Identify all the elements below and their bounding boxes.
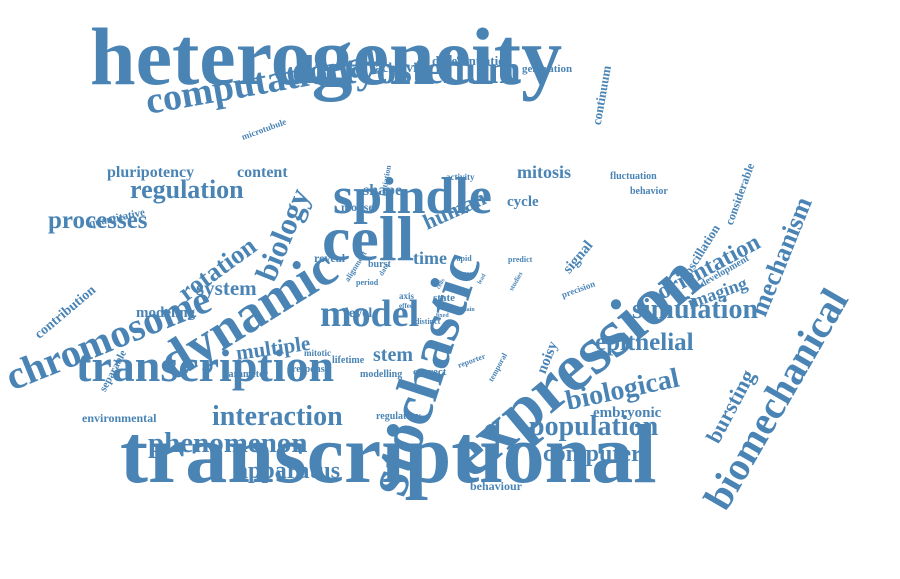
- cloud-word: regulation: [130, 175, 244, 205]
- cloud-word: heterogeneity: [90, 11, 563, 103]
- cloud-word: signal: [560, 237, 597, 277]
- cloud-word: parameter: [223, 369, 268, 380]
- cloud-word: achieving: [375, 60, 432, 76]
- cloud-word: mitotic: [304, 347, 331, 358]
- cloud-word: computer: [543, 440, 642, 467]
- cloud-word: population: [529, 410, 659, 442]
- cloud-word: processes: [48, 207, 148, 234]
- cloud-word: phenomenon: [148, 426, 308, 459]
- cloud-word: dictyostelium: [292, 47, 521, 92]
- cloud-word: modelling: [360, 369, 403, 380]
- cloud-word: effect: [399, 302, 416, 311]
- cloud-word: mitosis: [517, 161, 571, 182]
- cloud-word: fixed: [436, 313, 449, 320]
- cloud-word: microtubule: [240, 116, 288, 142]
- cloud-word: level: [345, 305, 373, 321]
- cloud-word: response: [292, 364, 330, 375]
- cloud-word: cycle: [507, 194, 539, 210]
- cloud-word: behavior: [630, 186, 668, 197]
- cloud-word: system: [196, 276, 257, 301]
- cloud-word: state: [433, 292, 455, 305]
- cloud-word: period: [356, 277, 379, 287]
- cloud-word: considerable: [722, 161, 758, 228]
- cloud-word: interaction: [212, 400, 343, 432]
- cloud-word: fluctuation: [610, 171, 657, 182]
- cloud-word: generation: [522, 63, 573, 76]
- cloud-word: apparatus: [236, 457, 341, 484]
- cloud-word: explain: [456, 307, 475, 314]
- cloud-word: simulation: [632, 293, 759, 325]
- cloud-word: transcriptional: [120, 407, 657, 501]
- cloud-word: spindle: [333, 168, 492, 226]
- cloud-word: time: [413, 247, 447, 268]
- cloud-word: epithelial: [595, 329, 694, 356]
- cloud-word: model: [320, 292, 420, 335]
- cloud-word: predict: [508, 254, 533, 264]
- cloud-word: behaviour: [470, 479, 523, 494]
- cloud-word: distinct: [415, 316, 441, 326]
- cloud-word: embryonic: [593, 405, 662, 421]
- cloud-word: content: [237, 164, 288, 182]
- cloud-word: burst: [368, 259, 391, 270]
- cloud-word: pluripotency: [107, 164, 195, 182]
- cloud-word: modeling: [136, 305, 196, 321]
- cloud-word: mouse: [341, 200, 374, 215]
- cloud-word: activity: [446, 171, 475, 182]
- cloud-word: environmental: [82, 411, 157, 426]
- cloud-word: regulatory: [376, 411, 421, 422]
- cloud-word: correct: [413, 366, 447, 379]
- cloud-word: differentiation: [432, 52, 512, 68]
- cloud-word: reveal: [314, 251, 346, 266]
- cloud-word: studies: [507, 270, 525, 293]
- cloud-word: cell: [322, 202, 415, 274]
- cloud-word: axis: [399, 290, 415, 301]
- cloud-word: shape: [363, 182, 403, 200]
- cloud-word: continuum: [588, 63, 614, 126]
- cloud-word: rapid: [453, 253, 472, 263]
- cloud-word: transcription: [76, 340, 335, 392]
- cloud-word: precision: [560, 278, 597, 300]
- cloud-word: case: [464, 271, 475, 278]
- cloud-word: lifetime: [332, 355, 365, 366]
- cloud-word: stem: [373, 344, 413, 366]
